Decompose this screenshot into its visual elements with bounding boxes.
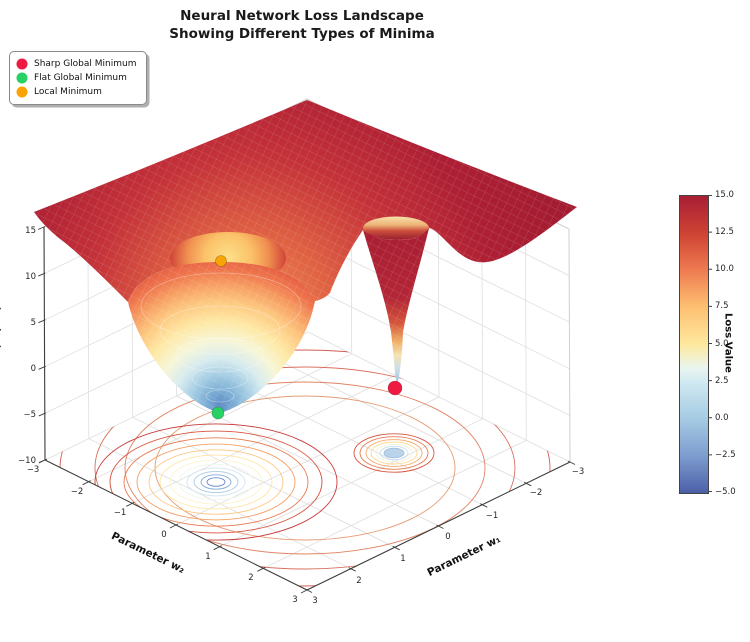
w2-tick: −2 — [70, 487, 84, 497]
z-tick: −10 — [18, 456, 36, 466]
floor-contour-projection — [45, 332, 570, 590]
colorbar-tick-marks — [707, 195, 712, 492]
w1-tick: 1 — [400, 554, 406, 564]
w1-tick: 2 — [356, 576, 362, 586]
z-tick: −5 — [23, 410, 36, 420]
colorbar-tick: 10.0 — [715, 264, 734, 274]
legend-marker-sharp-icon — [16, 58, 28, 70]
sharp-global-minimum-marker — [387, 380, 403, 396]
outer-contours — [45, 332, 570, 590]
flat-global-minimum-marker — [211, 406, 225, 420]
w2-tick: 2 — [248, 573, 254, 583]
w2-tick: 3 — [292, 595, 298, 605]
colorbar-tick: 2.5 — [715, 376, 729, 386]
legend-item-sharp-global-minimum: Sharp Global Minimum — [16, 57, 137, 71]
loss-surface — [34, 100, 577, 413]
legend-label: Local Minimum — [34, 87, 102, 97]
minima-markers — [211, 255, 403, 420]
colorbar — [679, 195, 709, 494]
z-tick: 10 — [25, 272, 36, 282]
colorbar-tick: 0.0 — [715, 413, 729, 423]
sharp-minimum-contours — [353, 433, 435, 473]
flat-minimum-bowl-mesh — [128, 262, 315, 413]
w1-tick: −1 — [485, 511, 499, 521]
legend-marker-local-icon — [16, 86, 28, 98]
legend-item-flat-global-minimum: Flat Global Minimum — [16, 71, 137, 85]
z-tick: 0 — [30, 364, 36, 374]
local-minimum-marker — [215, 255, 227, 267]
z-tick: 15 — [25, 226, 36, 236]
colorbar-tick: −2.5 — [715, 450, 736, 460]
legend-label: Flat Global Minimum — [34, 73, 127, 83]
colorbar-tick: −5.0 — [715, 487, 736, 497]
w2-tick: −1 — [113, 508, 127, 518]
w1-tick: −2 — [529, 488, 543, 498]
legend-label: Sharp Global Minimum — [34, 59, 137, 69]
colorbar-tick: 15.0 — [715, 190, 734, 200]
legend-item-local-minimum: Local Minimum — [16, 85, 137, 99]
axis-tick-marks — [37, 226, 576, 594]
colorbar-tick: 7.5 — [715, 301, 729, 311]
colorbar-tick: 12.5 — [715, 227, 734, 237]
z-axis-label: Loss L(w₁, w₂) — [0, 305, 3, 385]
sharp-funnel-mouth — [363, 216, 429, 240]
w2-tick: −3 — [26, 465, 40, 475]
sharp-minimum-funnel-mesh — [363, 228, 429, 386]
legend-marker-flat-icon — [16, 72, 28, 84]
colorbar-tick: 5.0 — [715, 339, 729, 349]
chart-title: Neural Network Loss Landscape Showing Di… — [0, 7, 604, 43]
colorbar-label: Loss Value — [722, 313, 734, 373]
w2-tick: 0 — [161, 530, 167, 540]
w2-tick: 1 — [205, 552, 211, 562]
w1-tick: −3 — [571, 467, 585, 477]
chart-title-line1: Neural Network Loss Landscape — [180, 8, 424, 24]
surface-plateau-mesh — [34, 100, 577, 302]
bowl-ring-lines — [140, 272, 302, 403]
flat-minimum-contours — [94, 423, 338, 541]
chart-title-line2: Showing Different Types of Minima — [169, 26, 435, 43]
w1-tick: 0 — [445, 532, 451, 542]
z-tick: 5 — [30, 318, 36, 328]
w1-tick: 3 — [312, 596, 318, 606]
legend: Sharp Global Minimum Flat Global Minimum… — [9, 51, 147, 105]
